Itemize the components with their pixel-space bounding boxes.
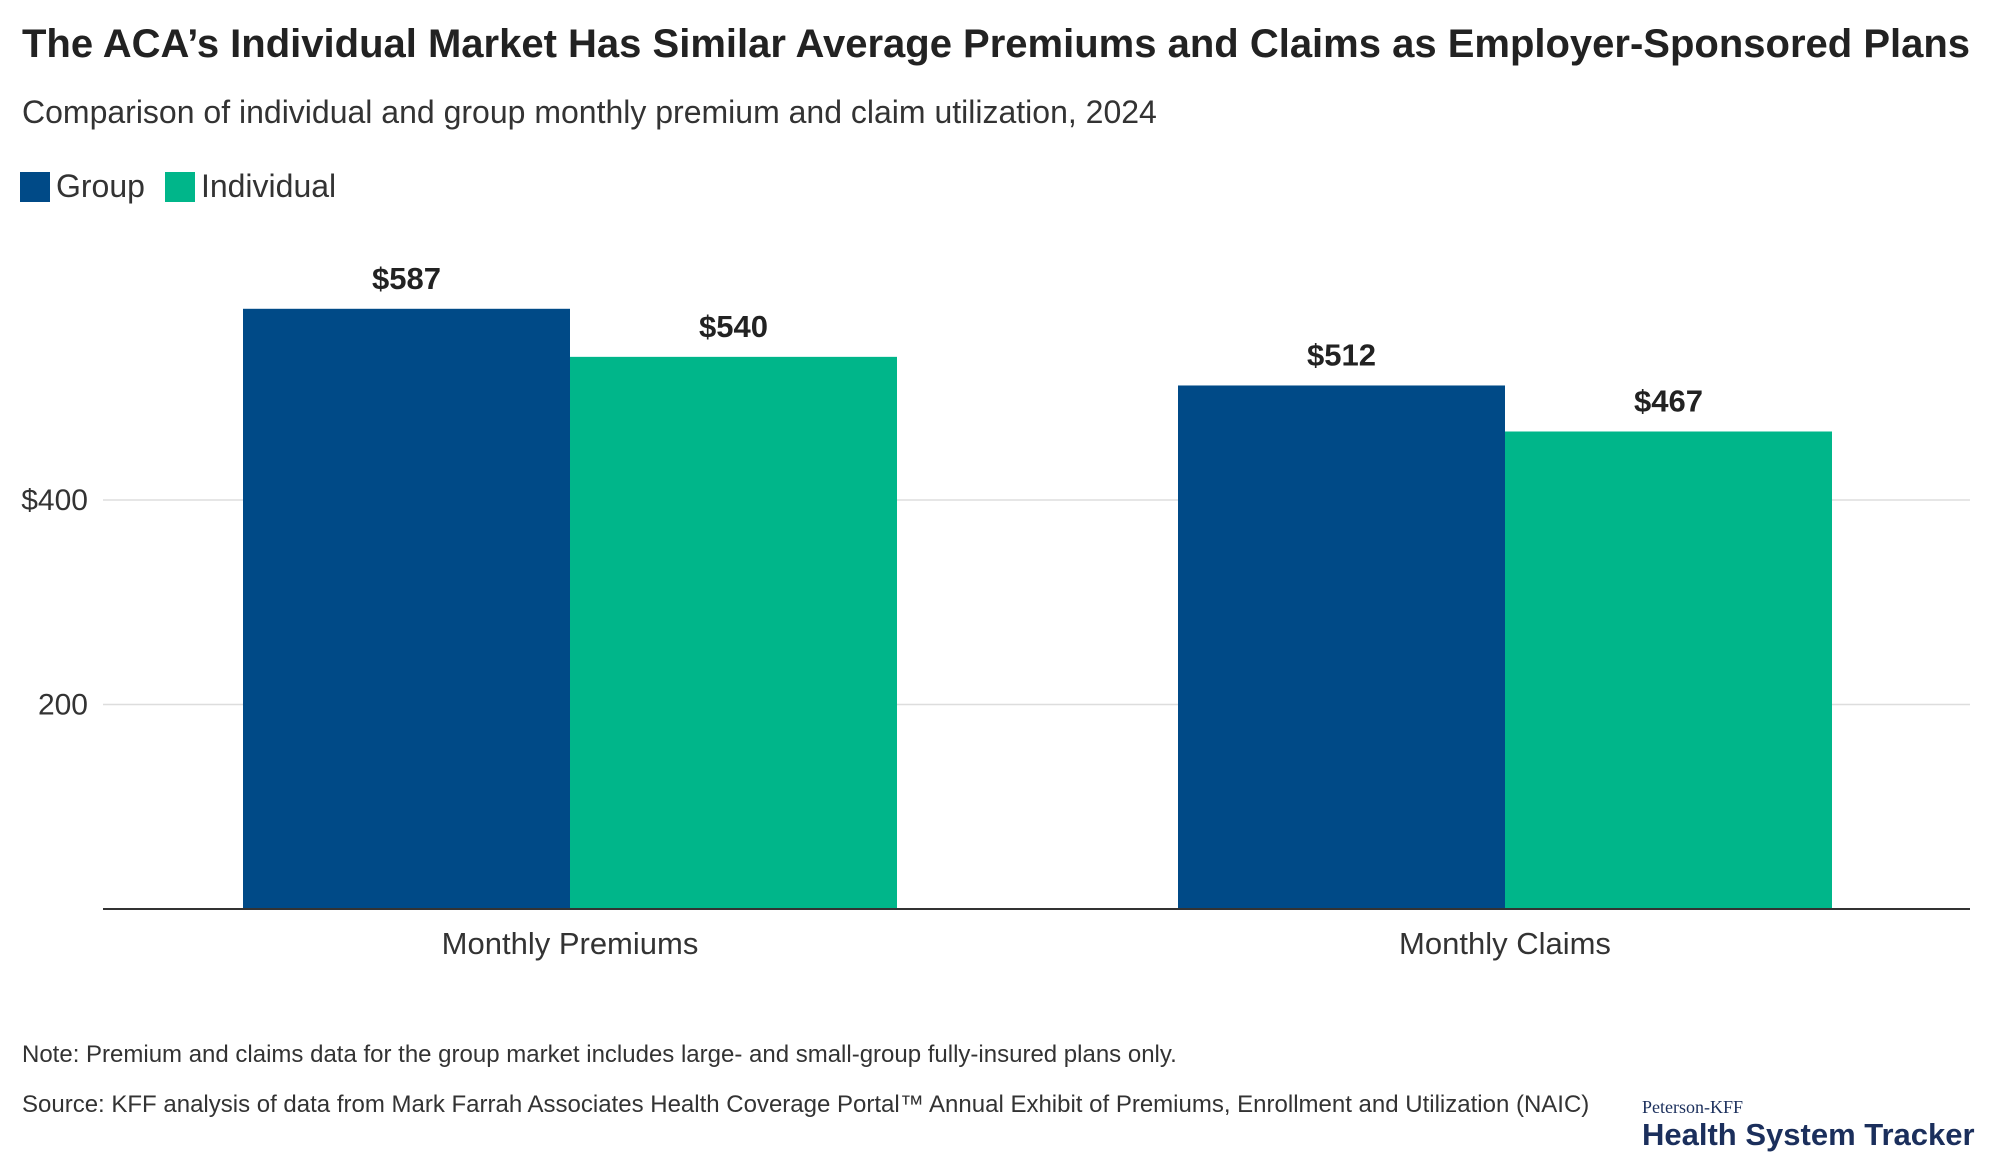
y-tick-label-200: 200 <box>38 689 88 722</box>
bar-group-monthly-claims <box>1178 385 1505 910</box>
y-tick-label-400: $400 <box>21 484 88 517</box>
legend-swatch-individual <box>164 171 195 202</box>
data-label-group-monthly-claims: $512 <box>1307 337 1376 372</box>
x-category-label-0: Monthly Premiums <box>442 926 699 961</box>
chart-subtitle: Comparison of individual and group month… <box>22 94 1157 130</box>
bar-individual-monthly-premiums <box>570 356 897 910</box>
axes: 200 $400 Monthly Premiums Monthly Claims <box>21 484 1970 961</box>
legend-item-individual: Individual <box>164 168 337 205</box>
logo-org-name: Peterson-KFF <box>1642 1097 1744 1117</box>
data-labels: $587 $540 $512 $467 <box>372 261 1703 419</box>
bar-group-monthly-premiums <box>243 308 570 910</box>
logo: Peterson-KFF Health System Tracker <box>1642 1097 1982 1153</box>
legend-label-individual: Individual <box>200 168 337 204</box>
chart-title: The ACA’s Individual Market Has Similar … <box>22 22 1971 66</box>
bars <box>243 308 1832 910</box>
legend-swatch-group <box>20 171 50 202</box>
data-label-individual-monthly-premiums: $540 <box>699 309 768 344</box>
bar-individual-monthly-claims <box>1505 431 1832 909</box>
legend-item-group: Group <box>20 168 145 205</box>
chart-note: Note: Premium and claims data for the gr… <box>22 1041 1177 1068</box>
logo-product-name: Health System Tracker <box>1642 1117 1975 1152</box>
data-label-group-monthly-premiums: $587 <box>372 261 441 296</box>
legend: Group Individual <box>20 168 356 205</box>
x-category-label-1: Monthly Claims <box>1399 926 1611 961</box>
chart-source: Source: KFF analysis of data from Mark F… <box>22 1091 1590 1118</box>
legend-label-group: Group <box>56 168 145 204</box>
data-label-individual-monthly-claims: $467 <box>1634 383 1703 418</box>
